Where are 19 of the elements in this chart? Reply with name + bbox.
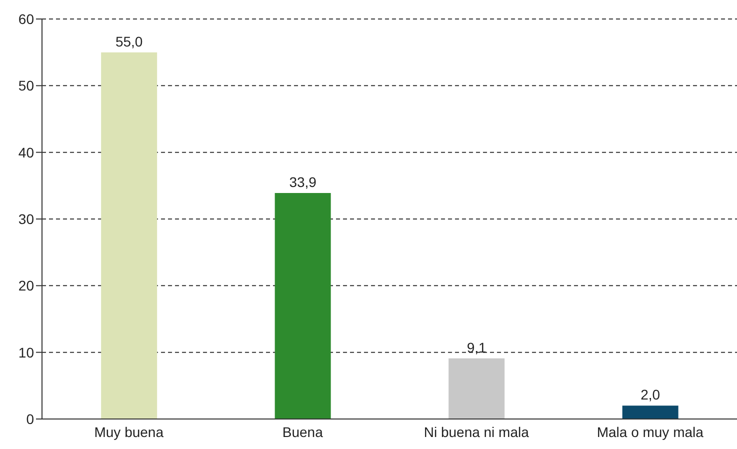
- x-tick-label: Buena: [282, 424, 324, 440]
- x-tick-label: Mala o muy mala: [596, 424, 704, 440]
- bar: [101, 52, 158, 419]
- x-tick-label: Ni buena ni mala: [424, 424, 530, 440]
- data-label: 33,9: [289, 174, 317, 190]
- y-tick-label: 10: [18, 344, 34, 360]
- y-tick-label: 0: [26, 410, 34, 427]
- x-tick-label: Muy buena: [94, 424, 164, 440]
- data-label: 2,0: [640, 386, 660, 403]
- y-tick-label: 30: [18, 210, 34, 227]
- y-tick-label: 40: [18, 144, 34, 160]
- data-label: 9,1: [466, 339, 487, 356]
- y-tick-label: 20: [18, 278, 34, 294]
- bar: [622, 406, 678, 419]
- y-tick-label: 60: [18, 10, 34, 27]
- y-tick-label: 50: [18, 78, 34, 94]
- data-label: 55,0: [115, 33, 143, 50]
- bar: [274, 193, 331, 419]
- bar: [448, 358, 505, 419]
